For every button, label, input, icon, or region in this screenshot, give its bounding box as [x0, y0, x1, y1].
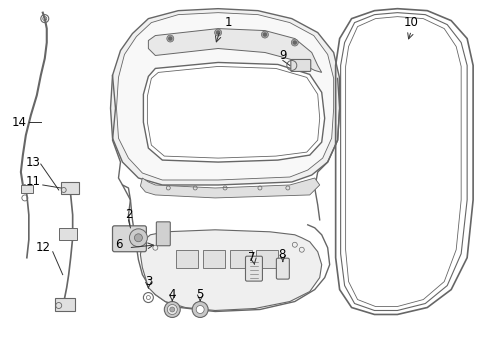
Circle shape	[217, 31, 220, 34]
Circle shape	[164, 302, 180, 318]
FancyBboxPatch shape	[59, 228, 76, 240]
Circle shape	[170, 307, 175, 312]
Circle shape	[294, 41, 296, 44]
FancyBboxPatch shape	[55, 298, 74, 311]
FancyBboxPatch shape	[61, 182, 78, 194]
Circle shape	[134, 234, 143, 242]
FancyBboxPatch shape	[156, 222, 171, 246]
Polygon shape	[141, 230, 322, 310]
FancyBboxPatch shape	[291, 59, 311, 71]
Circle shape	[167, 305, 177, 315]
FancyBboxPatch shape	[230, 250, 252, 268]
FancyBboxPatch shape	[176, 250, 198, 268]
Circle shape	[196, 306, 204, 314]
Circle shape	[215, 29, 221, 36]
Circle shape	[192, 302, 208, 318]
FancyBboxPatch shape	[256, 250, 278, 268]
Text: 12: 12	[35, 241, 50, 254]
FancyBboxPatch shape	[113, 226, 147, 252]
Text: 8: 8	[278, 248, 286, 261]
Text: 7: 7	[248, 251, 256, 264]
FancyBboxPatch shape	[276, 258, 289, 279]
Text: 9: 9	[279, 49, 287, 62]
Circle shape	[129, 229, 147, 247]
Circle shape	[169, 37, 172, 40]
Polygon shape	[117, 13, 334, 180]
FancyBboxPatch shape	[245, 256, 263, 281]
FancyBboxPatch shape	[21, 185, 33, 193]
Polygon shape	[141, 178, 319, 198]
Text: 2: 2	[124, 208, 132, 221]
Text: 10: 10	[404, 16, 419, 29]
Text: 1: 1	[224, 16, 232, 29]
Polygon shape	[147, 67, 319, 158]
Polygon shape	[144, 62, 325, 162]
Text: 5: 5	[196, 288, 204, 301]
Text: 4: 4	[169, 288, 176, 301]
Text: 6: 6	[115, 238, 122, 251]
Text: 11: 11	[25, 175, 40, 189]
FancyBboxPatch shape	[203, 250, 225, 268]
Circle shape	[167, 35, 174, 42]
Polygon shape	[111, 9, 340, 185]
Text: 13: 13	[25, 156, 40, 168]
Text: 14: 14	[11, 116, 26, 129]
Circle shape	[262, 31, 269, 38]
Text: 3: 3	[145, 275, 152, 288]
Polygon shape	[148, 28, 322, 72]
Circle shape	[292, 39, 298, 46]
Circle shape	[264, 33, 267, 36]
